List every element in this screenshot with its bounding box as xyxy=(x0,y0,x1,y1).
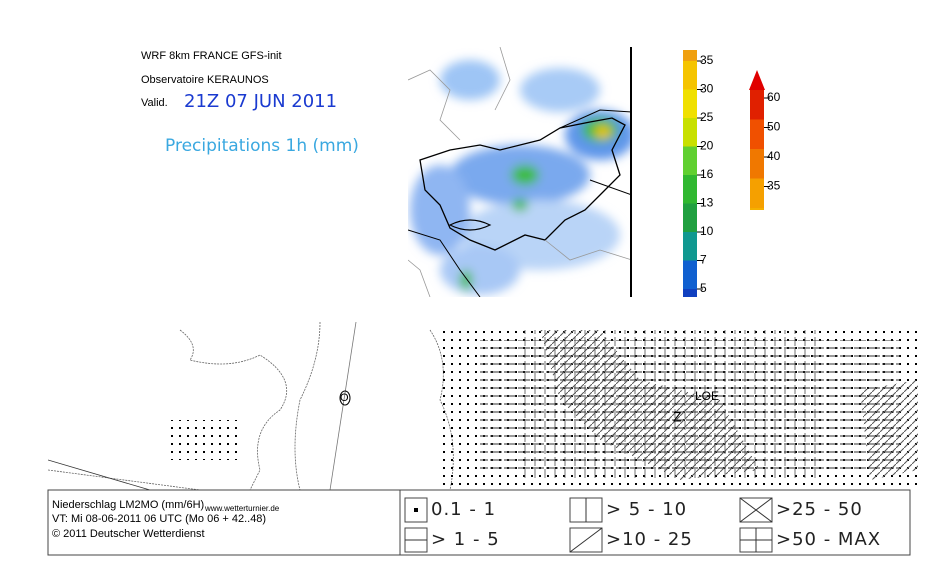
map-title: Precipitations 1h (mm) xyxy=(165,136,359,156)
precip-field xyxy=(410,60,632,295)
colorbar-segment xyxy=(750,119,764,149)
model-label: WRF 8km FRANCE GFS-init xyxy=(141,50,282,62)
colorbar-label: 7 xyxy=(700,253,707,267)
source-label: Observatoire KERAUNOS xyxy=(141,74,269,86)
symbol-map: LOE Z xyxy=(48,322,918,490)
legend: 0.1 - 1 > 1 - 5 > 5 - 10 >10 - 25 >25 - 50 >5… xyxy=(404,497,881,553)
website: www.wetterturnier.de xyxy=(204,504,280,513)
symbol-area xyxy=(860,380,918,480)
caption: Niederschlag LM2MO (mm/6H) xyxy=(52,499,204,511)
border-line xyxy=(408,109,632,297)
colorbar-label: 35 xyxy=(700,53,714,67)
colorbar-label: 40 xyxy=(767,149,781,163)
colorbar-label: 30 xyxy=(700,82,714,96)
colorbar-secondary: 60 50 40 35 xyxy=(749,70,781,210)
colorbar-label: 50 xyxy=(767,120,781,134)
legend-label: >10 - 25 xyxy=(606,529,693,550)
colorbar-label: 16 xyxy=(700,167,714,181)
colorbar-label: 10 xyxy=(700,224,714,238)
station-label: Z xyxy=(673,409,682,425)
region-line xyxy=(408,47,632,297)
precip-map xyxy=(408,47,632,297)
colorbar-segment xyxy=(750,149,764,179)
station-label: LOE xyxy=(695,389,719,403)
legend-label: > 1 - 5 xyxy=(431,529,500,550)
valid-time: 21Z 07 JUN 2011 xyxy=(184,91,337,112)
colorbar: 35 30 25 20 16 13 10 7 5 xyxy=(683,50,714,297)
border-line xyxy=(48,322,454,490)
colorbar-segment xyxy=(683,260,697,289)
colorbar-segment xyxy=(683,289,697,297)
colorbar-segment xyxy=(683,175,697,204)
meridian xyxy=(329,322,357,490)
colorbar-label: 5 xyxy=(700,281,707,295)
colorbar-segment xyxy=(683,89,697,118)
colorbar-label: 35 xyxy=(767,179,781,193)
colorbar-segment xyxy=(750,178,764,208)
colorbar-label: 13 xyxy=(700,196,714,210)
colorbar-segment xyxy=(683,146,697,175)
colorbar-segment xyxy=(683,118,697,147)
colorbar-label: 25 xyxy=(700,110,714,124)
station-marker xyxy=(339,390,351,406)
colorbar-segment xyxy=(750,90,764,120)
colorbar-label: 60 xyxy=(767,90,781,104)
valid-time: VT: Mi 08-06-2011 06 UTC (Mo 06 + 42..48… xyxy=(52,513,266,525)
colorbar-segment xyxy=(683,203,697,232)
legend-symbol xyxy=(739,497,773,523)
symbol-area xyxy=(165,420,240,460)
station-label: O xyxy=(340,392,349,404)
colorbar-segment xyxy=(683,61,697,90)
lake xyxy=(448,219,492,231)
legend-label: 0.1 - 1 xyxy=(431,499,496,520)
legend-label: >25 - 50 xyxy=(776,499,863,520)
valid-label: Valid. xyxy=(141,97,168,109)
legend-label: >50 - MAX xyxy=(776,529,881,550)
symbol-area xyxy=(540,330,760,480)
legend-label: > 5 - 10 xyxy=(606,499,687,520)
copyright: © 2011 Deutscher Wetterdienst xyxy=(52,528,205,540)
axis-line xyxy=(48,459,151,490)
colorbar-arrow xyxy=(749,70,765,90)
colorbar-label: 20 xyxy=(700,139,714,153)
legend-symbol xyxy=(569,527,603,553)
colorbar-segment xyxy=(750,208,764,210)
colorbar-segment xyxy=(683,50,697,61)
country-border xyxy=(419,117,626,251)
colorbar-segment xyxy=(683,232,697,261)
legend-symbol xyxy=(414,508,418,512)
